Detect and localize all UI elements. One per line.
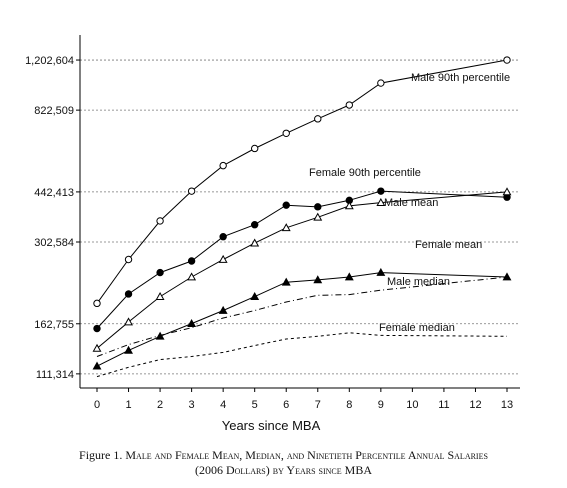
- data-point: [282, 201, 290, 209]
- data-point: [281, 223, 291, 232]
- x-tick-label: 8: [346, 399, 352, 411]
- data-point: [250, 221, 259, 229]
- x-tick-label: 2: [157, 399, 163, 411]
- series-line-0: [96, 59, 508, 304]
- data-point: [314, 115, 322, 123]
- caption-text-1: Male and Female Mean, Median, and Nineti…: [125, 448, 488, 462]
- series-labels: Male 90th percentile Female 90th percenti…: [309, 72, 510, 334]
- x-tick-label: 4: [220, 399, 226, 411]
- series-line-5: [96, 332, 508, 378]
- data-point: [250, 291, 260, 300]
- data-point: [93, 324, 101, 333]
- figure-caption: Figure 1. Male and Female Mean, Median, …: [0, 448, 567, 478]
- series-label-3: Female mean: [415, 239, 482, 251]
- data-point: [502, 272, 512, 281]
- data-point: [187, 257, 196, 265]
- y-tick-label: 442,413: [34, 187, 74, 199]
- data-point: [250, 238, 260, 247]
- x-tick-label: 6: [283, 399, 289, 411]
- data-point: [124, 290, 133, 298]
- data-point: [502, 187, 512, 196]
- salary-chart: 111,314 162,755 302,584 442,413 822,509 1,202…: [25, 35, 520, 433]
- data-point: [187, 272, 197, 281]
- data-point: [124, 317, 133, 326]
- data-point: [377, 187, 385, 195]
- data-point: [218, 305, 228, 314]
- data-point: [282, 129, 290, 137]
- axes: 111,314 162,755 302,584 442,413 822,509 1,202…: [25, 35, 520, 411]
- y-tick-label: 111,314: [36, 369, 74, 381]
- data-point: [376, 197, 386, 206]
- data-point: [219, 161, 227, 170]
- data-point: [344, 201, 354, 210]
- data-point: [187, 187, 196, 195]
- data-point: [219, 232, 227, 241]
- data-point: [187, 318, 197, 327]
- y-tick-label: 162,755: [34, 319, 74, 331]
- series-label-5: Female median: [379, 322, 455, 334]
- data-point: [313, 212, 323, 221]
- data-point: [124, 255, 133, 264]
- series-label-4: Male median: [387, 276, 450, 288]
- data-point: [124, 345, 133, 354]
- series-label-2: Male mean: [384, 197, 438, 209]
- data-point: [156, 217, 164, 225]
- data-point: [313, 275, 323, 284]
- data-point: [503, 56, 511, 64]
- data-point: [344, 272, 354, 281]
- series-line-4: [96, 276, 508, 357]
- x-tick-label: 7: [315, 399, 321, 411]
- series-line-1: [96, 190, 508, 329]
- data-point: [93, 299, 101, 308]
- data-point: [281, 277, 291, 286]
- data-point: [156, 268, 164, 277]
- data-point: [92, 343, 102, 352]
- data-point: [376, 267, 386, 276]
- data-point: [345, 101, 354, 109]
- data-point: [218, 254, 228, 263]
- x-tick-label: 0: [94, 399, 100, 411]
- series-label-1: Female 90th percentile: [309, 167, 421, 179]
- data-point: [92, 361, 102, 370]
- data-point: [155, 291, 165, 300]
- y-tick-label: 302,584: [34, 237, 74, 249]
- data-point: [155, 331, 165, 340]
- x-tick-label: 9: [378, 399, 384, 411]
- x-tick-label: 12: [469, 399, 481, 411]
- y-tick-label: 822,509: [34, 105, 74, 117]
- x-tick-label: 1: [125, 399, 131, 411]
- series-label-0: Male 90th percentile: [411, 72, 510, 84]
- caption-line-2: (2006 Dollars) by Years since MBA: [194, 463, 372, 477]
- data-point: [314, 203, 322, 211]
- y-tick-label: 1,202,604: [25, 55, 74, 67]
- data-point: [377, 79, 385, 87]
- x-axis-title: Years since MBA: [222, 418, 321, 433]
- figure-label: Figure 1.: [79, 448, 123, 462]
- gridlines: [80, 59, 520, 375]
- x-tick-label: 5: [252, 399, 258, 411]
- caption-line-1: Figure 1. Male and Female Mean, Median, …: [0, 448, 567, 463]
- x-tick-label: 13: [501, 399, 513, 411]
- data-point: [250, 144, 259, 153]
- x-tick-label: 11: [438, 399, 449, 411]
- x-tick-label: 3: [189, 399, 195, 411]
- series-lines: [92, 56, 512, 378]
- x-tick-label: 10: [406, 399, 418, 411]
